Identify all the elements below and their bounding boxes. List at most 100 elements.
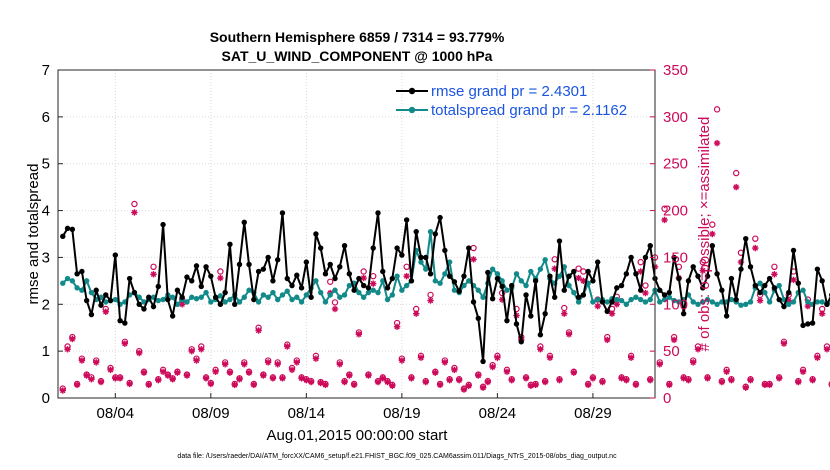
totalspread-point (647, 296, 653, 303)
obs-assimilated-point (556, 376, 563, 384)
totalspread-point (265, 294, 271, 300)
obs-assimilated-point (575, 274, 582, 282)
totalspread-point (766, 299, 773, 305)
obs-assimilated-point (532, 381, 539, 389)
rmse-point (790, 247, 797, 254)
totalspread-point (270, 289, 276, 296)
rmse-point (432, 231, 439, 237)
totalspread-point (480, 294, 486, 300)
rmse-point (337, 264, 343, 270)
obs-assimilated-point (107, 366, 114, 374)
obs-assimilated-point (93, 359, 100, 366)
obs-assimilated-point (288, 366, 296, 374)
tick-label-x: 08/24 (479, 405, 517, 422)
totalspread-point (513, 271, 520, 277)
obs-assimilated-point (174, 369, 181, 376)
totalspread-point (709, 299, 716, 305)
obs-assimilated-point (341, 378, 348, 386)
totalspread-point (64, 275, 71, 282)
obs-assimilated-point (355, 331, 363, 338)
obs-assimilated-point (250, 381, 258, 389)
obs-counts-layer (59, 106, 830, 394)
obs-assimilated-point (193, 357, 200, 364)
rmse-point (556, 238, 563, 244)
obs-assimilated-point (570, 369, 578, 376)
rmse-point (542, 310, 548, 317)
obs-assimilated-point (479, 384, 487, 391)
rmse-point (509, 282, 515, 289)
obs-possible-point (699, 258, 706, 266)
rmse-point (800, 322, 806, 329)
totalspread-point (461, 282, 467, 289)
rmse-point (284, 275, 290, 282)
rmse-point (251, 296, 257, 303)
totalspread-point (819, 299, 825, 305)
obs-assimilated-point (685, 376, 692, 384)
totalspread-point (189, 294, 195, 300)
rmse-point (795, 280, 801, 286)
rmse-point (88, 311, 95, 318)
rmse-point (380, 268, 386, 275)
y-axis-label-left: rmse and totalspread (25, 164, 42, 305)
rmse-point (805, 321, 811, 327)
rmse-point (60, 233, 66, 240)
obs-assimilated-point (809, 376, 816, 384)
obs-assimilated-point (121, 340, 129, 347)
rmse-point (690, 264, 696, 270)
obs-assimilated-point (594, 302, 601, 310)
rmse-point (322, 271, 329, 277)
obs-assimilated-point (818, 310, 826, 317)
rmse-point (661, 292, 668, 298)
rmse-point (676, 275, 682, 282)
totalspread-point (389, 292, 396, 298)
rmse-point (657, 287, 663, 293)
totalspread-point (255, 299, 262, 305)
footer-data-file: data file: /Users/raeder/DAI/ATM_forcXX/… (177, 453, 617, 460)
rmse-series-layer (60, 210, 830, 365)
totalspread-point (657, 299, 663, 305)
obs-assimilated-point (732, 183, 740, 191)
rmse-point (341, 243, 348, 249)
obs-assimilated-point (756, 297, 764, 304)
totalspread-point (633, 294, 639, 300)
obs-possible-point (403, 263, 410, 270)
tick-label-left: 4 (42, 203, 50, 220)
obs-assimilated-point (647, 376, 654, 384)
obs-possible-point (642, 282, 649, 289)
rmse-point (623, 271, 630, 277)
rmse-point (695, 273, 701, 279)
totalspread-point (337, 294, 343, 300)
obs-assimilated-point (618, 375, 625, 382)
rmse-point (174, 287, 181, 293)
obs-possible-point (551, 256, 558, 263)
rmse-point (552, 294, 558, 300)
obs-assimilated-point (589, 375, 597, 382)
obs-assimilated-point (231, 381, 238, 389)
rmse-point (466, 245, 472, 251)
totalspread-point (208, 299, 214, 305)
totalspread-point (747, 299, 754, 305)
rmse-point (279, 210, 286, 216)
rmse-point (69, 226, 76, 233)
obs-possible-point (752, 235, 759, 242)
rmse-point (165, 296, 171, 303)
obs-assimilated-point (413, 310, 420, 317)
obs-assimilated-point (766, 381, 773, 389)
rmse-point (413, 228, 419, 235)
rmse-point (637, 287, 644, 293)
totalspread-point (203, 289, 209, 296)
rmse-point (499, 283, 505, 290)
obs-assimilated-point (747, 376, 754, 384)
obs-assimilated-point (494, 354, 501, 361)
rmse-point (160, 221, 166, 228)
totalspread-point (475, 287, 481, 293)
rmse-point (599, 299, 606, 305)
totalspread-point (427, 228, 434, 235)
totalspread-point (690, 299, 696, 305)
rmse-point (136, 301, 142, 307)
totalspread-point (437, 280, 443, 286)
obs-assimilated-point (188, 347, 195, 355)
rmse-point (203, 264, 209, 270)
rmse-point (351, 287, 357, 293)
totalspread-point (69, 278, 76, 284)
